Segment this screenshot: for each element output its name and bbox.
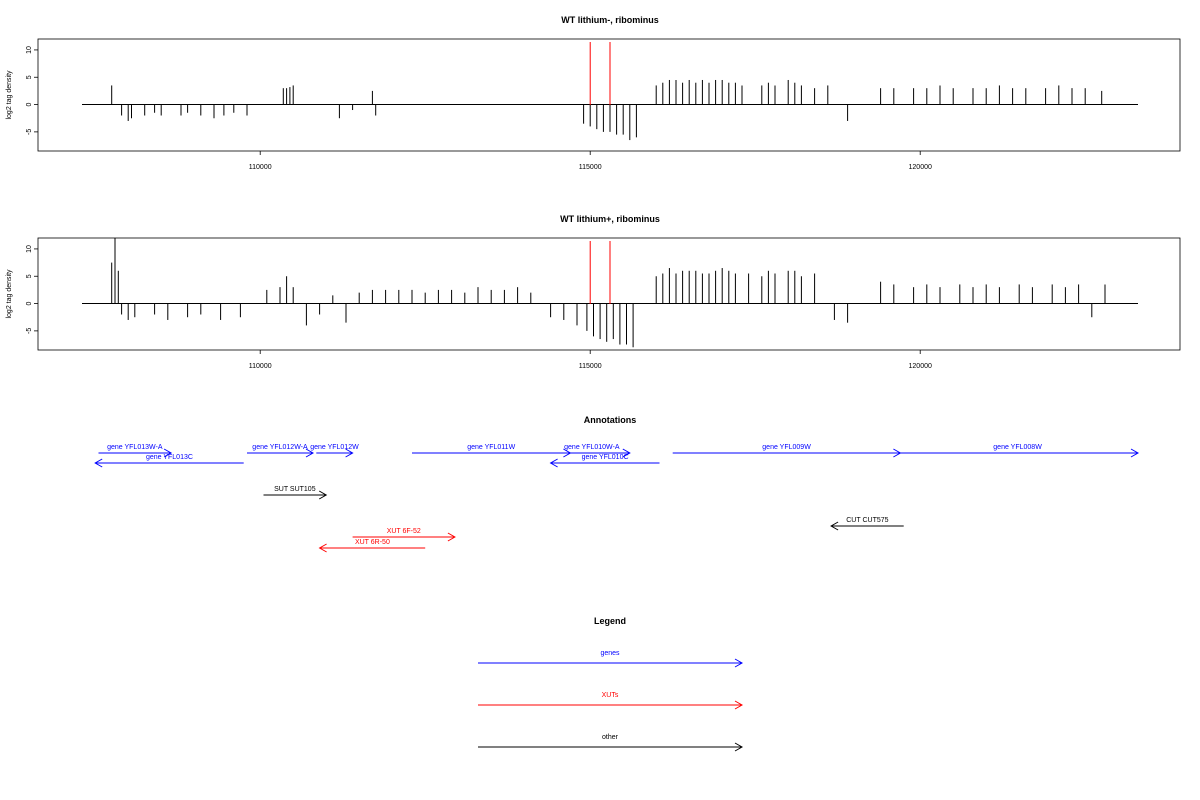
x-tick-label: 110000 (249, 363, 272, 370)
feature-label: gene YFL012W-A (252, 444, 308, 451)
y-tick-label: 0 (26, 103, 33, 107)
feature-arrow-head (549, 458, 558, 468)
feature-label: gene YFL010W-A (564, 444, 620, 451)
feature-label: SUT SUT105 (274, 486, 316, 493)
panel-lithium-plus: WT lithium+, ribominus log2 tag density … (6, 214, 1181, 370)
legend-label: other (602, 734, 619, 741)
legend-title: Legend (594, 616, 626, 626)
annotations-track: Annotations gene YFL013W-A gene YFL013C ge… (94, 415, 1140, 553)
feature-arrow-head (318, 543, 327, 553)
feature-arrow-head (622, 448, 631, 458)
panel-title: WT lithium-, ribominus (561, 15, 659, 25)
feature-arrow-head (94, 458, 103, 468)
feature-arrow-head (345, 448, 354, 458)
annotation-feature: SUT SUT105 (263, 486, 328, 500)
feature-arrow-head (163, 448, 173, 458)
x-tick-label: 120000 (909, 363, 932, 370)
y-tick-label: 10 (26, 245, 33, 253)
plot-frame (37, 38, 1181, 152)
y-tick-label: 0 (26, 302, 33, 306)
legend-arrow-head (734, 700, 744, 710)
y-tick-label: 5 (26, 274, 33, 278)
annotation-feature: gene YFL012W-A (247, 444, 315, 458)
feature-label: XUT 6R-50 (355, 539, 390, 546)
feature-arrow-head (447, 532, 456, 542)
annotation-feature: gene YFL011W (412, 444, 572, 458)
legend-arrow-head (734, 658, 744, 668)
feature-label: CUT CUT575 (846, 517, 888, 524)
x-tick-label: 115000 (579, 164, 602, 171)
panel-title: WT lithium+, ribominus (560, 214, 660, 224)
annotation-feature: XUT 6F-52 (352, 528, 456, 542)
feature-label: gene YFL011W (467, 444, 515, 451)
legend-item: XUTs (478, 692, 744, 710)
y-axis-label: log2 tag density (6, 269, 13, 319)
x-tick-label: 120000 (909, 164, 932, 171)
annotations-title: Annotations (584, 415, 637, 425)
annotation-feature: gene YFL010W-A (553, 444, 631, 458)
annotation-feature: gene YFL009W (672, 444, 902, 458)
y-tick-label: -5 (26, 129, 33, 135)
plot-frame (37, 237, 1181, 351)
feature-arrow-head (830, 521, 839, 531)
legend-item: genes (478, 650, 744, 668)
annotation-feature: gene YFL012W (310, 444, 359, 458)
feature-label: gene YFL012W (310, 444, 359, 451)
y-tick-label: -5 (26, 328, 33, 334)
legend-arrow-head (734, 742, 744, 752)
legend-label: XUTs (602, 692, 619, 699)
x-tick-label: 115000 (579, 363, 602, 370)
legend: Legend genes XUTs other (478, 616, 744, 752)
feature-label: gene YFL009W (762, 444, 811, 451)
annotation-feature: gene YFL013C (94, 454, 244, 468)
y-axis-label: log2 tag density (6, 70, 13, 120)
feature-arrow-head (305, 448, 315, 458)
x-tick-label: 110000 (249, 164, 272, 171)
feature-arrow-head (1130, 448, 1140, 458)
annotation-feature: gene YFL013W-A (98, 444, 173, 458)
annotation-feature: gene YFL008W (897, 444, 1140, 458)
feature-label: gene YFL013W-A (107, 444, 163, 451)
feature-label: gene YFL010C (582, 454, 629, 461)
annotation-feature: XUT 6R-50 (318, 539, 426, 553)
y-tick-label: 5 (26, 75, 33, 79)
y-tick-label: 10 (26, 46, 33, 54)
feature-label: XUT 6F-52 (387, 528, 421, 535)
annotation-feature: CUT CUT575 (830, 517, 904, 531)
legend-item: other (478, 734, 744, 752)
feature-label: gene YFL013C (146, 454, 193, 461)
feature-arrow-head (318, 490, 328, 500)
annotation-feature: gene YFL010C (549, 454, 660, 468)
legend-label: genes (600, 650, 620, 657)
feature-label: gene YFL008W (993, 444, 1042, 451)
panel-lithium-minus: WT lithium-, ribominus log2 tag density … (6, 15, 1181, 171)
